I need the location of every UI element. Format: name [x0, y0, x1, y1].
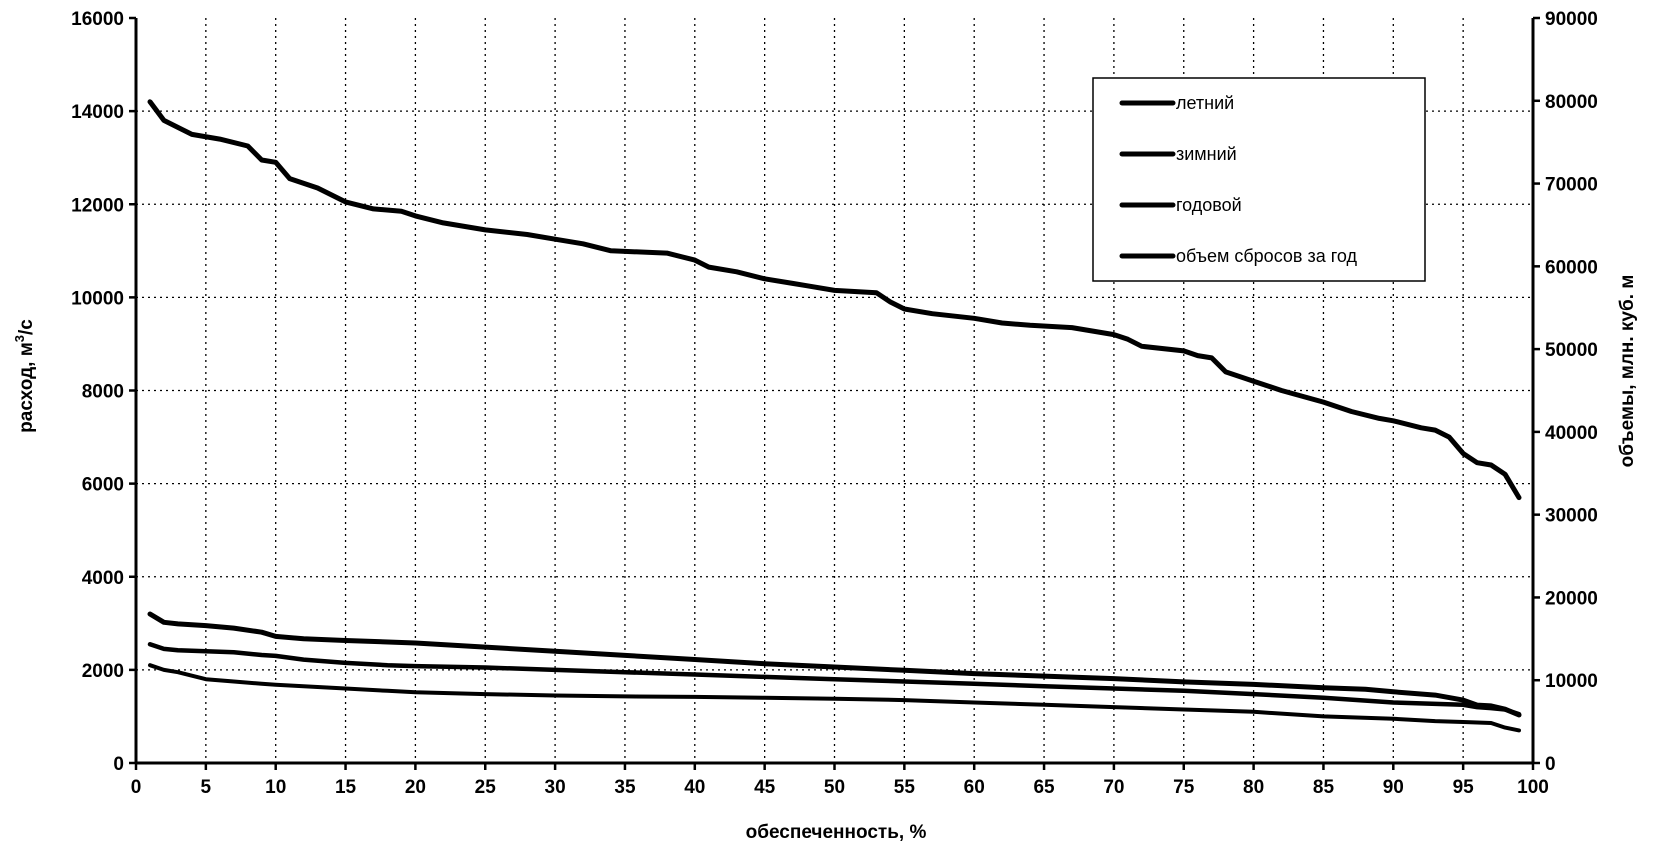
series-line-1 — [147, 99, 1522, 501]
x-tick-label: 30 — [545, 777, 566, 798]
legend-label: объем сбросов за год — [1176, 246, 1358, 266]
y-axis-title-superscript: 3 — [12, 335, 27, 342]
y-axis-title: расход, м3/с — [12, 319, 37, 433]
series-lines — [147, 99, 1522, 733]
x-tick-label: 0 — [131, 777, 142, 798]
x-tick-label: 20 — [405, 777, 426, 798]
x-axis-title: обеспеченность, % — [746, 822, 927, 843]
y2-tick-label: 40000 — [1545, 423, 1598, 444]
x-tick-label: 45 — [754, 777, 776, 798]
x-tick-label: 85 — [1313, 777, 1335, 798]
x-tick-label: 35 — [614, 777, 636, 798]
y2-tick-label: 80000 — [1545, 92, 1598, 113]
y-axis-left: 0 2000 4000 6000 8000 10000 12000 14000 16000 — [71, 9, 136, 775]
y-tick-label: 2000 — [82, 661, 124, 682]
legend-label: зимний — [1176, 144, 1237, 164]
y-tick-label: 8000 — [82, 382, 124, 403]
series-line-3 — [147, 642, 1522, 717]
x-tick-label: 25 — [475, 777, 497, 798]
y2-tick-label: 90000 — [1545, 9, 1598, 30]
y-tick-label: 10000 — [71, 288, 124, 309]
y2-tick-label: 0 — [1545, 754, 1556, 775]
x-tick-label: 70 — [1103, 777, 1124, 798]
legend-label: годовой — [1176, 195, 1242, 215]
legend-box — [1092, 77, 1426, 282]
x-tick-label: 65 — [1033, 777, 1055, 798]
series-line-4 — [147, 611, 1522, 718]
y2-tick-label: 30000 — [1545, 506, 1598, 527]
x-tick-label: 55 — [894, 777, 916, 798]
x-tick-label: 15 — [335, 777, 357, 798]
x-tick-label: 100 — [1517, 777, 1549, 798]
y2-tick-label: 70000 — [1545, 175, 1598, 196]
legend-label: летний — [1176, 93, 1234, 113]
x-tick-label: 50 — [824, 777, 845, 798]
x-tick-label: 5 — [201, 777, 212, 798]
y2-tick-label: 60000 — [1545, 257, 1598, 278]
y2-tick-label: 50000 — [1545, 340, 1598, 361]
y-tick-label: 14000 — [71, 102, 124, 123]
y-tick-label: 0 — [113, 754, 124, 775]
series-line-2 — [148, 663, 1521, 733]
x-tick-label: 60 — [964, 777, 985, 798]
y-tick-label: 6000 — [82, 475, 124, 496]
legend: летний зимний годовой объем сбросов за год — [1092, 77, 1426, 282]
x-tick-label: 95 — [1453, 777, 1475, 798]
x-tick-label: 75 — [1173, 777, 1195, 798]
x-tick-label: 40 — [684, 777, 705, 798]
y-axis-right: 0 10000 20000 30000 40000 50000 60000 70000 8000… — [1533, 9, 1598, 775]
x-tick-label: 10 — [265, 777, 286, 798]
y2-tick-label: 10000 — [1545, 671, 1598, 692]
x-axis: 0 5 10 15 20 25 30 35 40 45 50 55 60 65 70 75 80 85 90 95 10… — [131, 763, 1549, 798]
y-tick-label: 4000 — [82, 568, 124, 589]
x-tick-label: 90 — [1383, 777, 1404, 798]
y-tick-label: 12000 — [71, 195, 124, 216]
y-tick-label: 16000 — [71, 9, 124, 30]
y2-axis-title: объемы, млн. куб. м — [1617, 275, 1638, 468]
y2-tick-label: 20000 — [1545, 588, 1598, 609]
x-tick-label: 80 — [1243, 777, 1264, 798]
